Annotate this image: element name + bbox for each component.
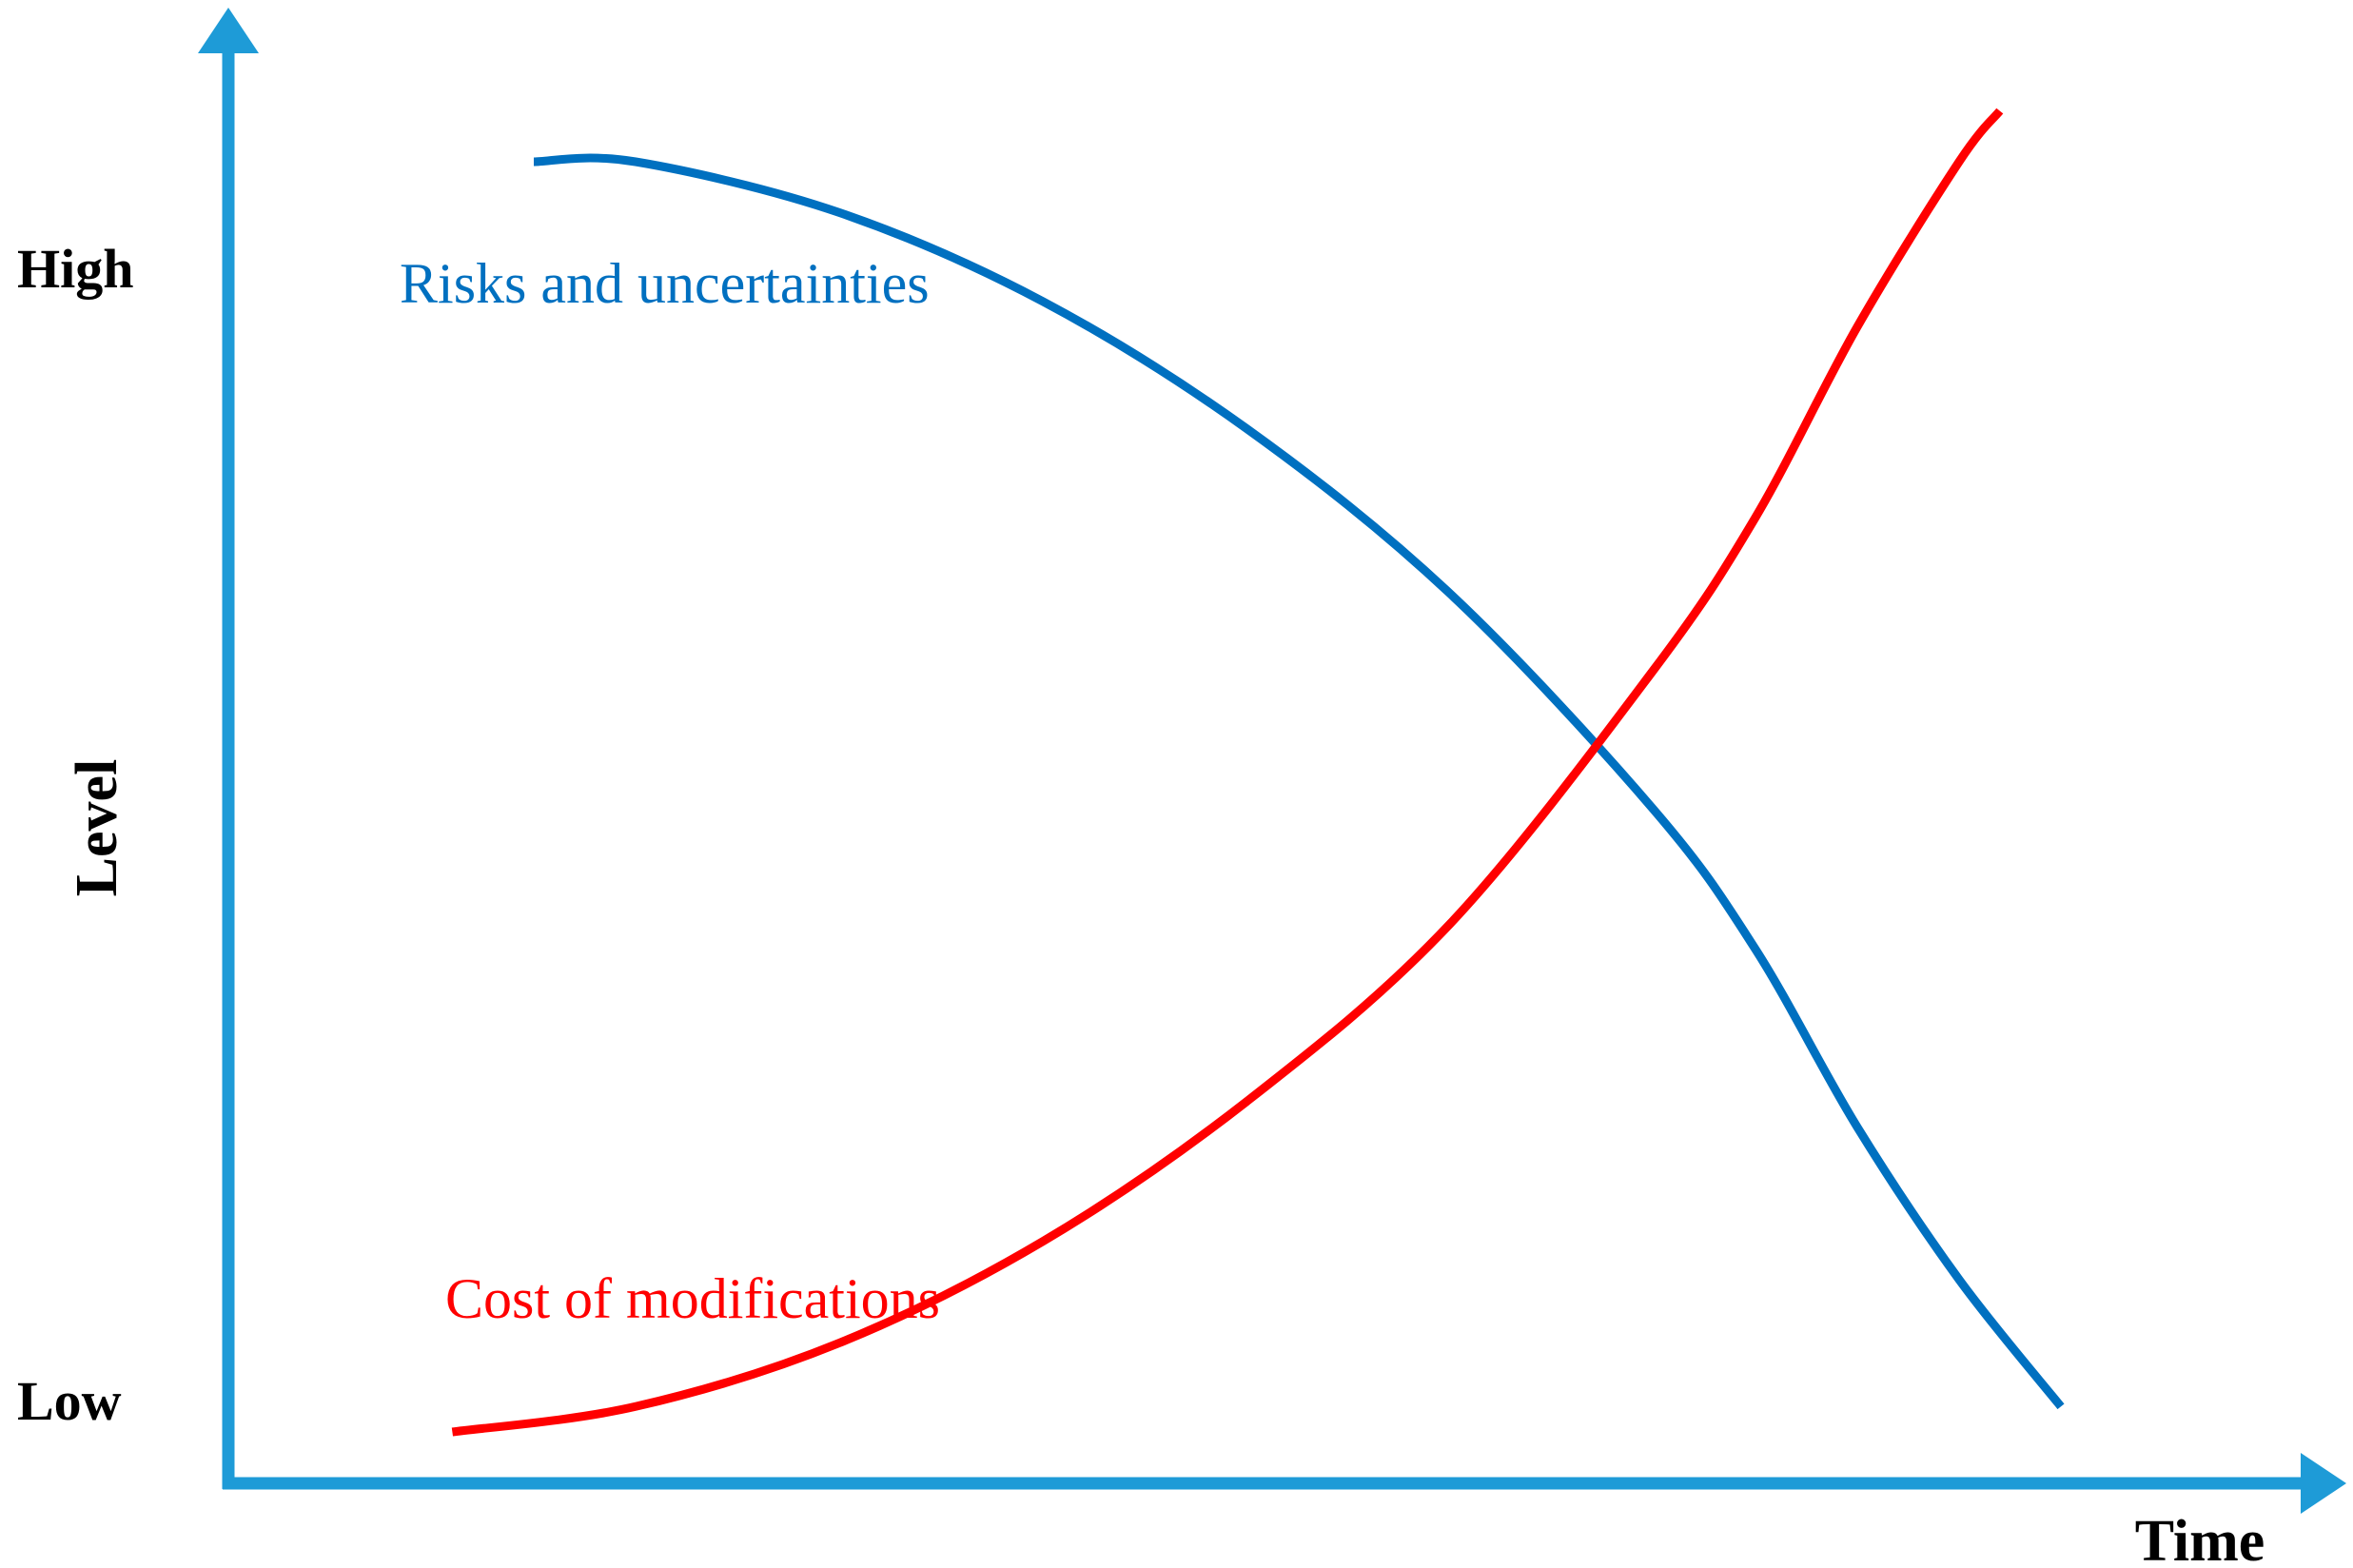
x-axis-arrow-icon	[2301, 1453, 2346, 1514]
series-label-cost: Cost of modifications	[445, 1267, 940, 1330]
y-axis-arrow-icon	[198, 8, 259, 53]
axes	[198, 8, 2346, 1514]
y-axis-title: Level	[65, 759, 129, 897]
y-tick-label-low: Low	[17, 1370, 122, 1432]
series-group	[451, 108, 2065, 1437]
x-axis-title: Time	[2135, 1509, 2265, 1568]
series-line-risks-and-uncertainties	[533, 153, 2065, 1410]
y-tick-label-high: High	[17, 238, 134, 300]
series-line-cost-of-modifications	[451, 108, 2004, 1437]
series-label-risks: Risks and uncertainties	[400, 252, 930, 315]
